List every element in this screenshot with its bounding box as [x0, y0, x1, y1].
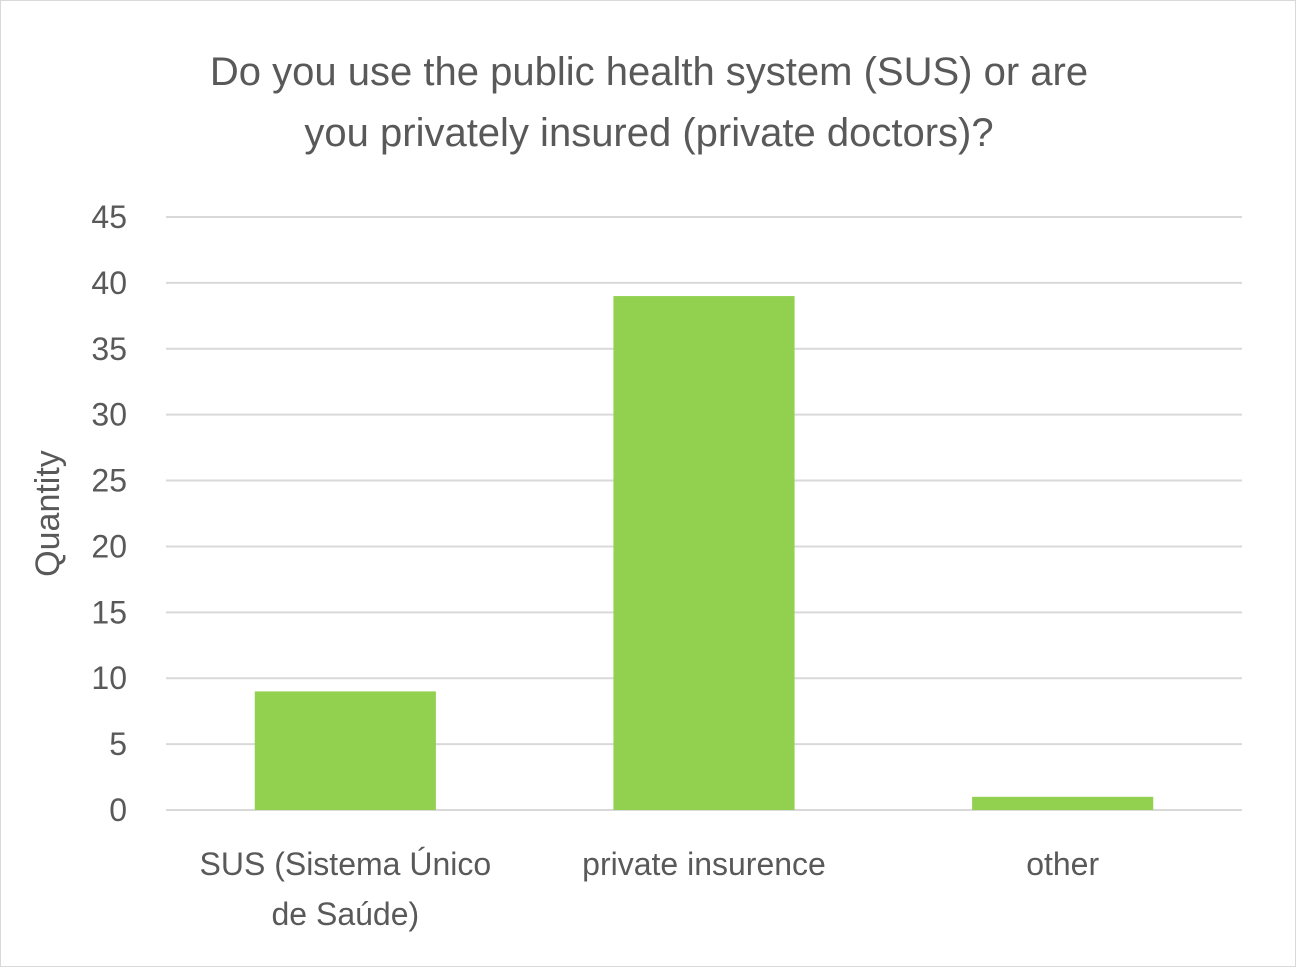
- y-tick-label: 10: [91, 660, 127, 696]
- y-tick-label: 5: [109, 726, 127, 762]
- y-tick-label: 25: [91, 463, 127, 499]
- x-category-label: SUS (Sistema Único: [200, 846, 492, 882]
- chart-title-line: Do you use the public health system (SUS…: [210, 50, 1088, 94]
- bar: [254, 691, 436, 810]
- y-tick-label: 35: [91, 331, 127, 367]
- chart-title-line: you privately insured (private doctors)?: [304, 111, 993, 155]
- bar: [613, 296, 795, 811]
- y-tick-label: 45: [91, 199, 127, 235]
- y-tick-label: 40: [91, 265, 127, 301]
- x-category-label: other: [1026, 846, 1099, 882]
- bar: [972, 796, 1154, 810]
- x-category-label: de Saúde): [271, 896, 419, 932]
- x-category-label: private insurence: [582, 846, 826, 882]
- chart-title: Do you use the public health system (SUS…: [210, 50, 1088, 155]
- y-axis-ticks: 0 5 10 15 20 25 30 35 40 45: [91, 199, 127, 828]
- y-tick-label: 15: [91, 594, 127, 630]
- y-tick-label: 30: [91, 397, 127, 433]
- y-tick-label: 0: [109, 792, 127, 828]
- y-tick-label: 20: [91, 528, 127, 564]
- y-axis-title: Quantity: [29, 450, 67, 577]
- x-axis-labels: SUS (Sistema Único de Saúde) private insur…: [200, 846, 1100, 932]
- bars: [254, 296, 1154, 811]
